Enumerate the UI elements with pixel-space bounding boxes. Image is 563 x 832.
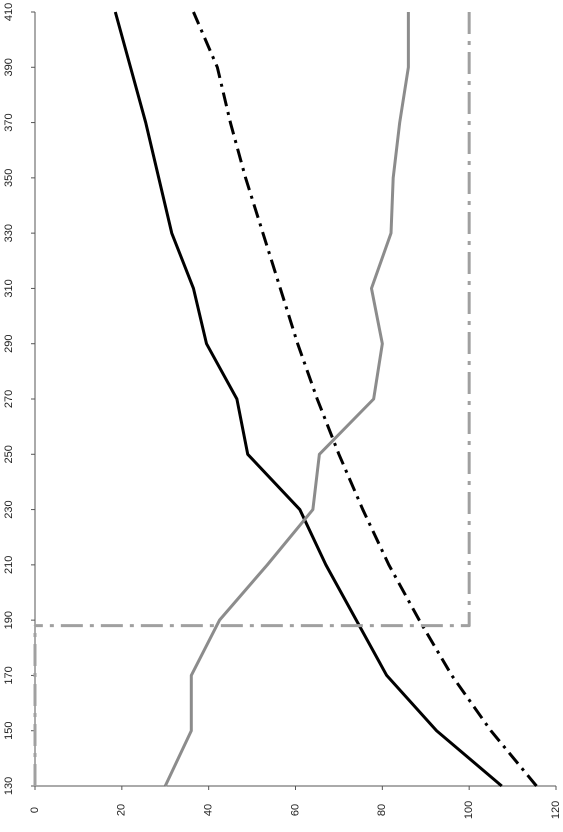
series-line-3 (163, 12, 410, 787)
series-line-2 (192, 11, 538, 787)
x-tick-label: 410 (3, 3, 15, 21)
axes (31, 11, 557, 790)
x-tick-label: 190 (3, 611, 15, 629)
y-tick-label: 60 (289, 804, 301, 816)
series-line-4 (35, 12, 471, 628)
x-tick-label: 290 (3, 335, 15, 353)
x-tick-label: 250 (3, 445, 15, 463)
y-tick-label: 0 (29, 807, 41, 813)
x-tick-label: 210 (3, 556, 15, 574)
x-tick-label: 170 (3, 666, 15, 684)
x-tick-label: 350 (3, 169, 15, 187)
tick-labels: 130 150 170 190 210 230 250 270 290 310 330 350 370 3… (3, 3, 562, 819)
x-tick-label: 270 (3, 390, 15, 408)
series-group (33, 11, 538, 788)
y-tick-label: 120 (550, 801, 562, 819)
x-tick-label: 150 (3, 722, 15, 740)
series-line-1 (113, 11, 503, 788)
y-tick-label: 40 (203, 804, 215, 816)
x-tick-label: 230 (3, 500, 15, 518)
x-tick-label: 390 (3, 58, 15, 76)
x-tick-label: 370 (3, 113, 15, 131)
x-tick-label: 330 (3, 224, 15, 242)
y-tick-label: 100 (463, 801, 475, 819)
y-tick-label: 20 (116, 804, 128, 816)
y-tick-label: 80 (376, 804, 388, 816)
x-tick-label: 310 (3, 279, 15, 297)
x-tick-label: 130 (3, 777, 15, 795)
